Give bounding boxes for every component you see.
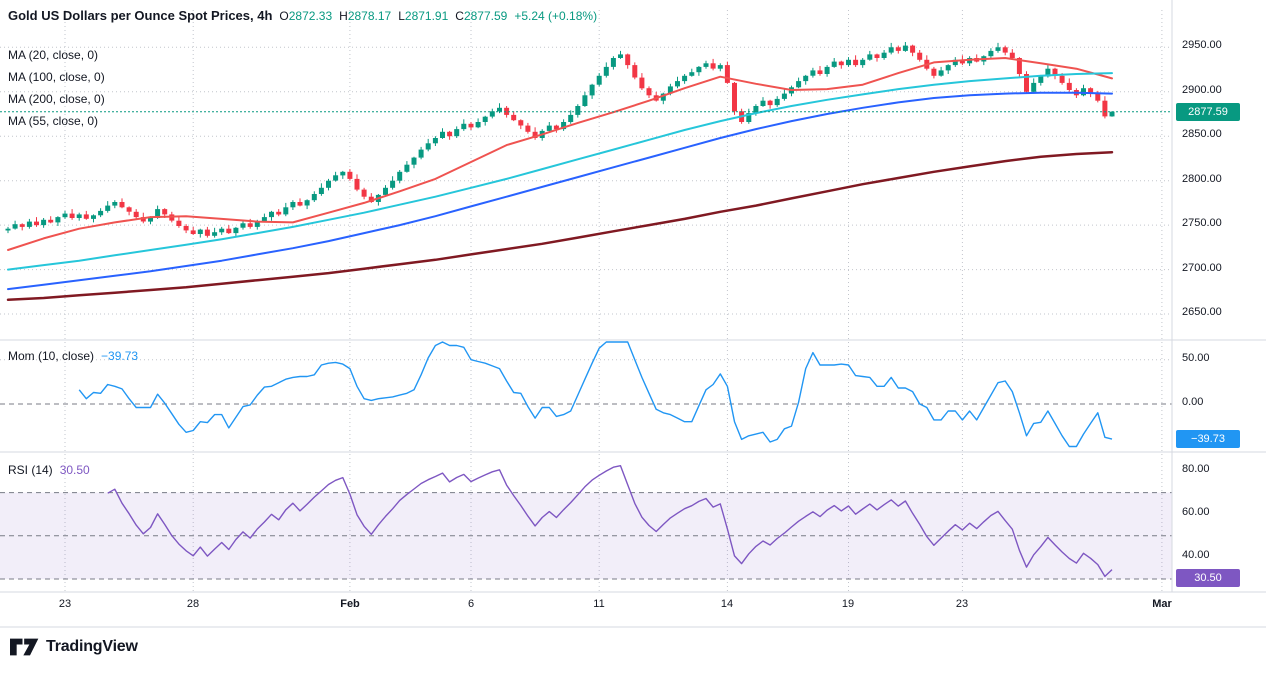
rsi-axis-label: 80.00	[1182, 463, 1210, 475]
tradingview-logo[interactable]: TradingView	[10, 636, 138, 658]
time-axis-label: 6	[467, 598, 475, 610]
rsi-value-badge: 30.50	[1176, 569, 1240, 587]
momentum-legend[interactable]: Mom (10, close) −39.73	[8, 349, 138, 363]
dashed-levels	[0, 403, 1172, 580]
price-axis-label: 2750.00	[1182, 217, 1222, 229]
high-readout: H2878.17	[339, 9, 392, 23]
change-readout: +5.24 (+0.18%)	[514, 9, 598, 23]
time-axis-label: 23	[58, 598, 72, 610]
tradingview-logo-icon	[10, 638, 39, 656]
momentum-legend-label: Mom (10, close)	[8, 349, 95, 363]
low-readout: L2871.91	[398, 9, 449, 23]
rsi-legend-label: RSI (14)	[8, 463, 53, 477]
ma-20-line[interactable]	[7, 57, 1113, 251]
rsi-line[interactable]	[107, 465, 1113, 578]
chart-legend-title-row[interactable]: Gold US Dollars per Ounce Spot Prices, 4…	[8, 8, 597, 23]
momentum-line[interactable]	[78, 341, 1113, 448]
time-axis-label: Feb	[340, 598, 360, 610]
ma-20-legend[interactable]: MA (20, close, 0)	[8, 48, 99, 62]
tradingview-logo-text: TradingView	[46, 638, 138, 655]
momentum-axis-label: 50.00	[1182, 352, 1210, 364]
time-axis-label: 23	[955, 598, 969, 610]
rsi-legend[interactable]: RSI (14) 30.50	[8, 463, 90, 477]
ma-200-line[interactable]	[6, 150, 1114, 302]
time-axis-label: 28	[186, 598, 200, 610]
candlestick-series[interactable]	[5, 42, 1115, 238]
ma-100-legend[interactable]: MA (100, close, 0)	[8, 70, 105, 84]
momentum-axis-label: 0.00	[1182, 396, 1204, 408]
panel-separators	[0, 0, 1266, 628]
rsi-legend-value: 30.50	[59, 463, 90, 477]
price-axis-label: 2650.00	[1182, 306, 1222, 318]
last-price-badge: 2877.59	[1176, 103, 1240, 121]
momentum-value-badge: −39.73	[1176, 430, 1240, 448]
time-axis-label: 19	[841, 598, 855, 610]
price-axis-label: 2900.00	[1182, 84, 1222, 96]
price-axis-label: 2800.00	[1182, 173, 1222, 185]
symbol-title: Gold US Dollars per Ounce Spot Prices, 4…	[8, 8, 273, 23]
close-readout: C2877.59	[455, 9, 508, 23]
price-axis-label: 2950.00	[1182, 39, 1222, 51]
rsi-axis-label: 40.00	[1182, 549, 1210, 561]
rsi-axis-label: 60.00	[1182, 506, 1210, 518]
ma-100-line[interactable]	[7, 72, 1113, 271]
ma-55-line[interactable]	[7, 91, 1113, 291]
momentum-legend-value: −39.73	[101, 349, 139, 363]
price-axis-label: 2850.00	[1182, 128, 1222, 140]
time-axis-label: 11	[593, 598, 605, 610]
open-readout: O2872.33	[279, 9, 333, 23]
ma-55-legend[interactable]: MA (55, close, 0)	[8, 114, 99, 128]
ma-200-legend[interactable]: MA (200, close, 0)	[8, 92, 105, 106]
time-axis-label: 14	[720, 598, 734, 610]
time-axis-label: Mar	[1152, 598, 1172, 610]
grid-lines	[0, 10, 1172, 592]
price-axis-label: 2700.00	[1182, 262, 1222, 274]
